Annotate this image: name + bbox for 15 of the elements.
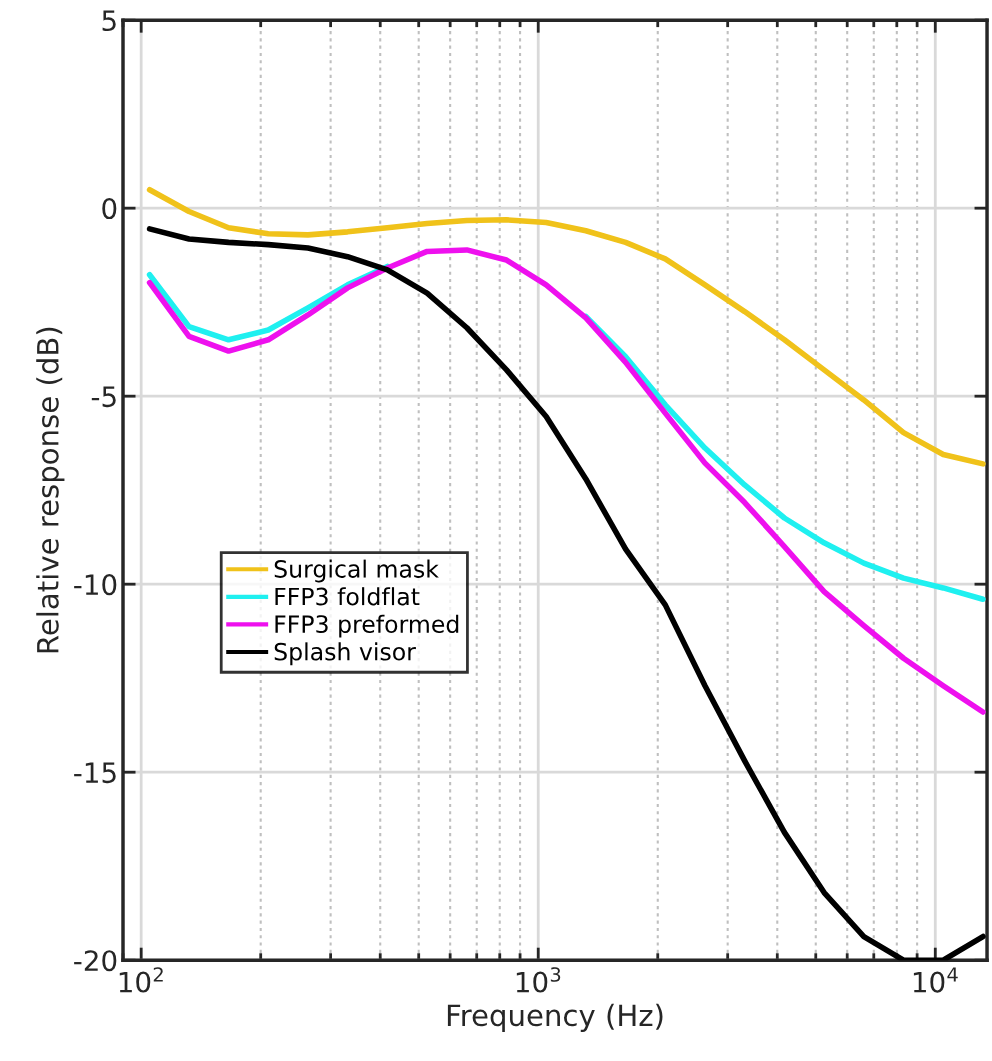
x-tick-label: 10$^{3}$ <box>516 967 561 993</box>
x-tick-label: 10$^{2}$ <box>119 967 163 993</box>
y-tick-label: 5 <box>102 10 116 32</box>
legend-label: FFP3 preformed <box>275 614 459 638</box>
x-tick-label: 10$^{4}$ <box>913 967 958 993</box>
x-axis-title: Frequency (Hz) <box>447 1003 663 1032</box>
y-tick-label: -15 <box>74 762 116 784</box>
y-tick-label: -10 <box>74 574 117 596</box>
y-tick-label: -20 <box>74 950 117 972</box>
legend-label: Surgical mask <box>274 559 439 583</box>
y-axis-title: Relative response (dB) <box>36 327 65 653</box>
y-tick-label: -5 <box>91 386 116 408</box>
y-tick-label: 0 <box>102 198 117 220</box>
legend-label: Splash visor <box>274 642 416 666</box>
legend-label: FFP3 foldflat <box>275 587 420 606</box>
